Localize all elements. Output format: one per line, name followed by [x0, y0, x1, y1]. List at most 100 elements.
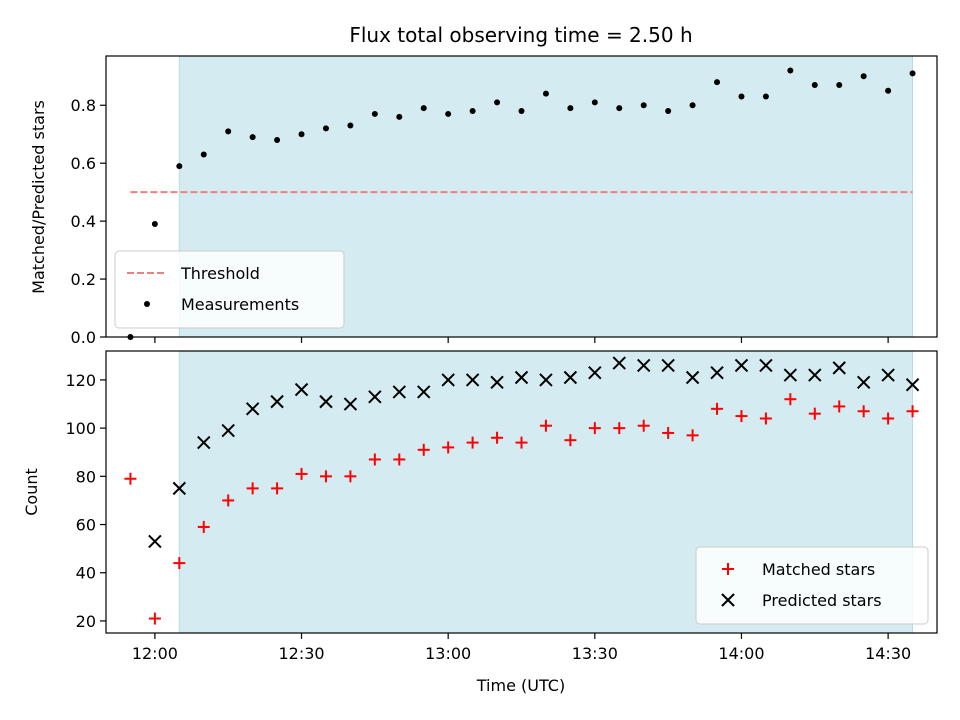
matched-stars-point	[686, 429, 699, 442]
matched-stars-point	[515, 436, 528, 449]
matched-stars-point	[564, 434, 577, 447]
measurement-point	[469, 108, 476, 115]
matched-stars-point	[491, 431, 504, 444]
legend-predicted-swatch	[721, 593, 735, 607]
matched-stars-point	[808, 407, 821, 420]
measurement-point	[640, 102, 647, 109]
x-stroke	[465, 373, 480, 387]
x-stroke	[734, 358, 749, 373]
predicted-stars-point	[808, 368, 822, 382]
predicted-stars-point	[245, 402, 260, 416]
x-tick-label: 14:00	[718, 644, 764, 663]
x-tick-label: 13:00	[425, 644, 471, 663]
predicted-stars-point	[417, 385, 431, 399]
y-tick-label: 0.2	[71, 270, 96, 289]
measurement-point	[322, 125, 329, 132]
measurement-point	[738, 93, 745, 100]
predicted-stars-point	[563, 370, 578, 385]
measurement-point	[420, 105, 427, 112]
predicted-stars-point	[514, 370, 529, 385]
y-tick-label: 0.4	[71, 212, 96, 231]
y-tick-label: 20	[76, 612, 96, 631]
measurement-point	[151, 221, 158, 228]
x-tick-label: 12:00	[132, 644, 178, 663]
matched-stars-point	[319, 470, 332, 483]
measurement-point	[518, 108, 525, 115]
predicted-stars-point	[319, 394, 333, 409]
x-stroke	[881, 368, 895, 382]
measurement-point	[616, 105, 623, 112]
matched-stars-point	[613, 422, 626, 435]
matched-stars-point	[857, 405, 870, 418]
measurement-point	[665, 108, 672, 115]
measurement-point	[885, 87, 892, 94]
legend-matched-swatch	[722, 563, 734, 575]
x-stroke	[221, 423, 235, 438]
predicted-stars-point	[294, 382, 309, 397]
x-stroke	[759, 358, 773, 373]
x-stroke	[710, 365, 724, 380]
y-tick-label: 60	[76, 516, 96, 535]
matched-stars-point	[588, 422, 601, 435]
x-stroke	[636, 358, 651, 373]
y-tick-label: 0.8	[71, 96, 96, 115]
matched-stars-point	[662, 426, 675, 439]
predicted-stars-point	[197, 435, 211, 450]
x-stroke	[612, 356, 626, 370]
x-stroke	[270, 394, 284, 409]
x-stroke	[783, 368, 798, 382]
predicted-stars-point	[392, 385, 407, 399]
measurement-point	[591, 99, 598, 106]
measurement-point	[860, 73, 867, 80]
y-tick-label: 40	[76, 564, 96, 583]
matched-stars-point	[173, 557, 186, 570]
x-stroke	[563, 370, 578, 385]
predicted-stars-point	[612, 356, 626, 370]
measurement-point	[445, 110, 452, 117]
plot-frame	[105, 350, 938, 634]
y-tick-label: 120	[65, 371, 96, 390]
matched-stars-point	[148, 612, 161, 625]
legend-label: Predicted stars	[762, 591, 882, 610]
matched-stars-point	[833, 400, 846, 413]
matched-stars-point	[197, 520, 210, 533]
predicted-stars-point	[172, 481, 187, 496]
x-stroke	[905, 378, 920, 392]
x-axis-label: Time (UTC)	[476, 676, 565, 695]
matched-stars-point	[222, 494, 235, 507]
matched-stars-point	[882, 412, 895, 425]
x-stroke	[343, 397, 358, 411]
predicted-stars-point	[221, 423, 235, 438]
predicted-stars-point	[881, 368, 895, 382]
measurement-point	[396, 113, 403, 120]
predicted-stars-point	[539, 373, 553, 387]
predicted-stars-point	[465, 373, 480, 387]
y-tick-label: 0.0	[71, 328, 96, 347]
measurement-point	[714, 79, 721, 86]
measurement-point	[176, 163, 183, 170]
measurement-point	[494, 99, 501, 106]
x-stroke	[490, 375, 504, 390]
predicted-stars-point	[783, 368, 798, 382]
x-stroke	[319, 394, 333, 409]
x-stroke	[148, 534, 162, 549]
predicted-stars-point	[856, 375, 871, 390]
predicted-stars-point	[368, 390, 382, 404]
x-stroke	[832, 361, 846, 375]
x-stroke	[294, 382, 309, 397]
plot-layer: 0.0 0.2 0.4 0.6 0.8 Threshold Measurements 20 40…	[65, 55, 938, 663]
predicted-stars-point	[832, 361, 846, 375]
predicted-stars-point	[441, 373, 455, 387]
x-stroke	[368, 390, 382, 404]
measurement-point	[274, 137, 281, 144]
measurement-point	[371, 110, 378, 117]
matched-stars-point	[466, 436, 479, 449]
measurement-point	[689, 102, 696, 109]
legend-box	[695, 546, 929, 625]
measurement-point	[811, 81, 818, 88]
predicted-stars-point	[710, 365, 724, 380]
predicted-stars-point	[661, 358, 675, 373]
predicted-stars-point	[685, 370, 700, 385]
predicted-stars-point	[490, 375, 504, 390]
x-tick-label: 12:30	[278, 644, 324, 663]
